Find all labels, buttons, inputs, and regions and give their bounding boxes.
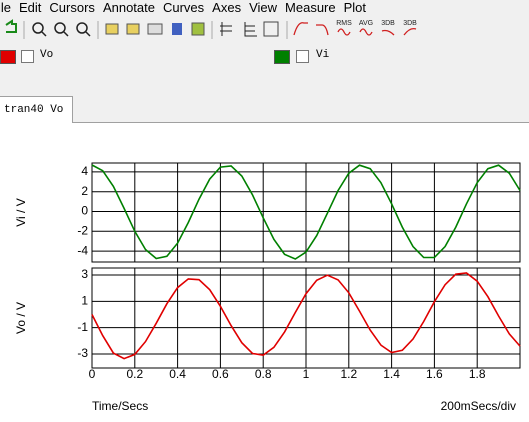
x-tick-label: 1.6	[426, 367, 443, 381]
y-tick-label: -2	[77, 223, 88, 237]
x-axis-label: Time/Secs	[92, 399, 148, 413]
menu-item[interactable]: ile	[0, 0, 12, 15]
menu-item[interactable]: Cursors	[49, 0, 95, 15]
x-tick-label: 1	[303, 367, 310, 381]
y-tick-label: 0	[81, 204, 88, 218]
series-line	[91, 272, 521, 360]
x-tick-label: 0.4	[169, 367, 186, 381]
menu-item[interactable]: Plot	[343, 0, 367, 15]
legend-label: Vo	[40, 49, 54, 61]
undo-icon[interactable]	[5, 19, 17, 33]
x-tick-label: 1.8	[469, 367, 486, 381]
legend-bar: Vo Vi	[0, 44, 529, 70]
vo-checkbox[interactable]	[21, 50, 34, 63]
x-tick-label: 0.6	[212, 367, 229, 381]
legend-label: Vi	[316, 49, 330, 61]
plot-frame	[91, 267, 521, 369]
plot-area: 420-2-4Vi / V31-1-30 0.2 0.4 0.6 0.8 1 1.2 1.4 1…	[14, 162, 521, 413]
x-tick-label: 0.2	[126, 367, 143, 381]
menu-item[interactable]: View	[249, 0, 278, 15]
menu-item[interactable]: Measure	[285, 0, 336, 15]
y-tick-label: 1	[81, 294, 88, 308]
y-tick-label: -4	[77, 243, 88, 257]
menu-item[interactable]: Edit	[19, 0, 42, 15]
y-axis-label: Vi / V	[14, 198, 28, 226]
y-tick-label: 4	[81, 164, 88, 178]
measure-tools[interactable]	[293, 22, 417, 36]
toolbar-icon-label: RMS	[336, 20, 352, 27]
zoom-tools[interactable]	[32, 22, 91, 37]
x-tick-label: 1.4	[383, 367, 400, 381]
y-axis-label: Vo / V	[14, 302, 28, 334]
x-tick-label: 0.8	[255, 367, 272, 381]
tab-bar: tran40 Vo	[0, 70, 529, 123]
tab[interactable]: tran40 Vo	[0, 96, 73, 123]
menu-bar: ile Edit Cursors Annotate Curves Axes View Meas…	[0, 0, 529, 17]
y-tick-label: 3	[81, 267, 88, 281]
x-scale-label: 200mSecs/div	[441, 399, 516, 413]
menu-item[interactable]: Curves	[162, 0, 205, 15]
plot-frame	[91, 162, 521, 263]
vo-color-swatch[interactable]	[0, 50, 16, 64]
menu-item[interactable]: Axes	[212, 0, 242, 15]
y-tick-label: -1	[77, 320, 88, 334]
series-line	[91, 164, 521, 260]
y-tick-label: -3	[77, 346, 88, 360]
annotate-tools[interactable]	[105, 22, 205, 36]
toolbar-icon-label: AVG	[359, 20, 373, 27]
toolbar-icon-label: 3DB	[381, 20, 395, 27]
vi-checkbox[interactable]	[296, 50, 309, 63]
x-tick-label: 1.2	[340, 367, 357, 381]
axes-tools[interactable]	[220, 21, 279, 37]
y-tick-label: 2	[81, 184, 88, 198]
toolbar: RMS AVG 3DB 3DB	[0, 17, 529, 44]
menu-item[interactable]: Annotate	[102, 0, 155, 15]
x-tick-label: 0	[89, 367, 96, 381]
vi-color-swatch[interactable]	[274, 50, 290, 64]
toolbar-icon-label: 3DB	[403, 20, 417, 27]
